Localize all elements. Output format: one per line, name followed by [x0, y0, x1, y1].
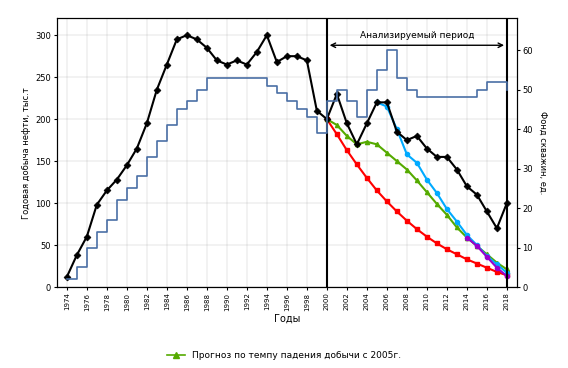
Text: Анализируемый период: Анализируемый период — [360, 31, 474, 40]
Y-axis label: Годовая добыча нефти, тыс.т: Годовая добыча нефти, тыс.т — [22, 87, 31, 219]
X-axis label: Годы: Годы — [274, 314, 300, 323]
Legend: Прогноз по темпу падения добычи с 2005г.: Прогноз по темпу падения добычи с 2005г. — [163, 347, 405, 364]
Y-axis label: Фонд скважин, ед.: Фонд скважин, ед. — [538, 111, 547, 194]
